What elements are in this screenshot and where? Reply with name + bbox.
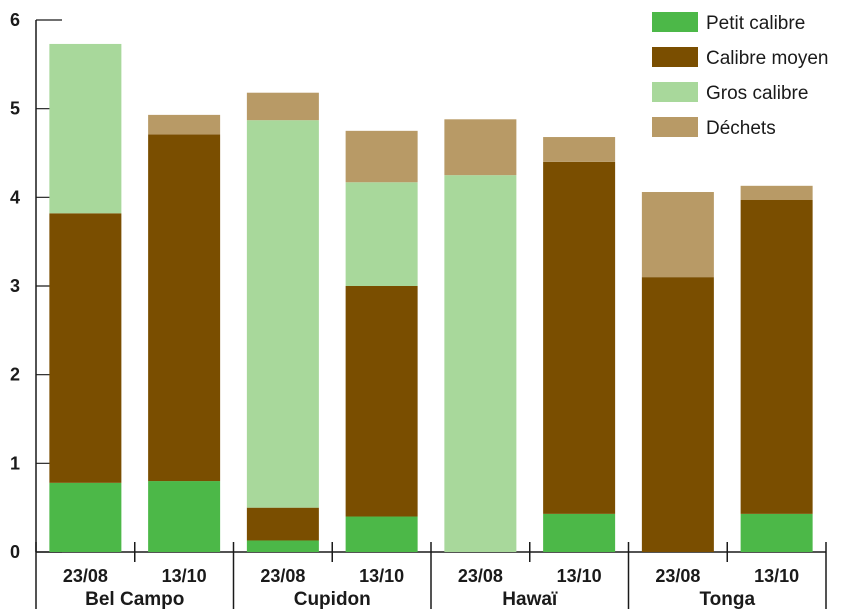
x-tick-label: 13/10 (162, 566, 207, 586)
bar-segment-d-chets (246, 92, 319, 121)
bars (49, 43, 813, 552)
x-tick-label: 23/08 (655, 566, 700, 586)
bar-segment-calibre-moyen (148, 134, 221, 482)
legend-label: Petit calibre (706, 13, 805, 34)
y-tick-label: 6 (10, 10, 20, 30)
bar-segment-d-chets (543, 137, 616, 162)
x-tick-label: 13/10 (754, 566, 799, 586)
y-tick-label: 2 (10, 365, 20, 385)
bar-segment-gros-calibre (345, 182, 418, 286)
x-tick-label: 23/08 (63, 566, 108, 586)
bar-segment-calibre-moyen (543, 161, 616, 514)
legend-swatch (652, 117, 698, 137)
bar-segment-petit-calibre (345, 516, 418, 552)
legend-swatch (652, 47, 698, 67)
bar-segment-gros-calibre (49, 43, 122, 214)
x-tick-label: 13/10 (359, 566, 404, 586)
y-tick-label: 5 (10, 99, 20, 119)
bar-segment-d-chets (444, 119, 517, 176)
y-tick-label: 3 (10, 276, 20, 296)
group-label: Hawaï (502, 589, 558, 609)
legend-label: Déchets (706, 118, 776, 139)
legend-item: Calibre moyen (652, 47, 829, 69)
legend-swatch (652, 12, 698, 32)
legend-swatch (652, 82, 698, 102)
y-tick-label: 1 (10, 453, 20, 473)
x-tick-label: 23/08 (458, 566, 503, 586)
bar-segment-d-chets (345, 130, 418, 183)
bar-segment-d-chets (641, 192, 714, 278)
group-label: Bel Campo (85, 589, 184, 609)
legend-item: Déchets (652, 117, 776, 139)
legend-label: Gros calibre (706, 83, 808, 104)
bar-segment-calibre-moyen (345, 286, 418, 517)
x-tick-label: 23/08 (260, 566, 305, 586)
group-label: Tonga (699, 589, 755, 609)
bar-segment-calibre-moyen (740, 199, 813, 514)
bar-segment-petit-calibre (740, 513, 813, 552)
bar-segment-gros-calibre (246, 120, 319, 508)
bar-segment-calibre-moyen (49, 213, 122, 483)
legend-label: Calibre moyen (706, 48, 829, 69)
bar-segment-calibre-moyen (246, 507, 319, 541)
bar-segment-petit-calibre (246, 540, 319, 552)
legend: Petit calibre Calibre moyen Gros calibre Dé… (652, 12, 829, 139)
y-tick-label: 0 (10, 542, 20, 562)
bar-segment-petit-calibre (543, 513, 616, 552)
group-label: Cupidon (294, 589, 371, 609)
legend-item: Gros calibre (652, 82, 808, 104)
bar-segment-calibre-moyen (641, 277, 714, 552)
y-tick-label: 4 (10, 187, 20, 207)
x-tick-label: 13/10 (557, 566, 602, 586)
bar-segment-petit-calibre (148, 481, 221, 552)
bar-segment-d-chets (148, 114, 221, 135)
legend-item: Petit calibre (652, 12, 805, 34)
bar-segment-d-chets (740, 185, 813, 200)
bar-segment-petit-calibre (49, 482, 122, 552)
bar-segment-gros-calibre (444, 175, 517, 552)
axis-labels: 0 1 2 3 4 5 6 23/08 13/10 23/08 13/10 23/08 13/10 23/… (10, 10, 799, 609)
